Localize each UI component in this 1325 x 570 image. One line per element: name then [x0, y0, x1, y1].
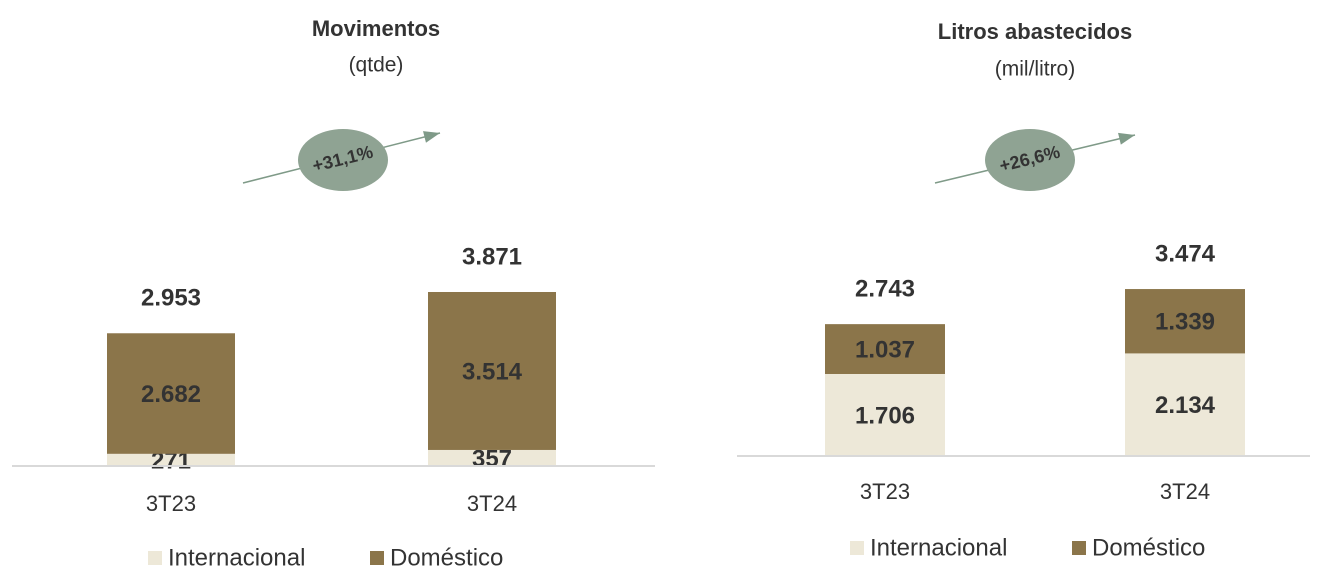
x-tick-label: 3T24	[1160, 479, 1210, 504]
value-label: 1.339	[1155, 309, 1215, 336]
chart-title: Litros abastecidos	[938, 19, 1132, 44]
arrow-head	[1118, 132, 1135, 145]
legend-label: Internacional	[870, 534, 1007, 561]
x-tick-label: 3T24	[467, 491, 517, 516]
bar-segment	[1125, 353, 1245, 456]
x-tick-label: 3T23	[146, 491, 196, 516]
legend-label: Doméstico	[1092, 534, 1205, 561]
chart-subtitle: (qtde)	[349, 54, 404, 77]
value-label: 1.037	[855, 336, 915, 363]
legend-swatch	[148, 551, 162, 565]
bar-segment	[428, 449, 556, 466]
value-label: 3.514	[462, 358, 523, 385]
total-label: 2.743	[855, 275, 915, 302]
legend-label: Internacional	[168, 544, 305, 570]
growth-badge	[298, 129, 388, 191]
legend-swatch	[370, 551, 384, 565]
bar-segment	[107, 333, 235, 454]
chart-title: Movimentos	[312, 16, 440, 41]
total-label: 3.871	[462, 243, 522, 270]
total-label: 3.474	[1155, 240, 1216, 267]
bar-segment	[428, 292, 556, 450]
bar-segment	[825, 373, 945, 456]
value-label: 1.706	[855, 402, 915, 429]
value-label: 2.682	[141, 381, 201, 408]
growth-badge	[985, 129, 1075, 191]
legend-label: Doméstico	[390, 544, 503, 570]
bar-segment	[825, 324, 945, 374]
x-tick-label: 3T23	[860, 479, 910, 504]
legend-swatch	[850, 541, 864, 555]
bar-segment	[1125, 289, 1245, 354]
legend-swatch	[1072, 541, 1086, 555]
bar-segment	[107, 453, 235, 466]
total-label: 2.953	[141, 285, 201, 312]
value-label: 2.134	[1155, 392, 1216, 419]
chart-subtitle: (mil/litro)	[995, 58, 1075, 81]
arrow-head	[423, 131, 440, 143]
